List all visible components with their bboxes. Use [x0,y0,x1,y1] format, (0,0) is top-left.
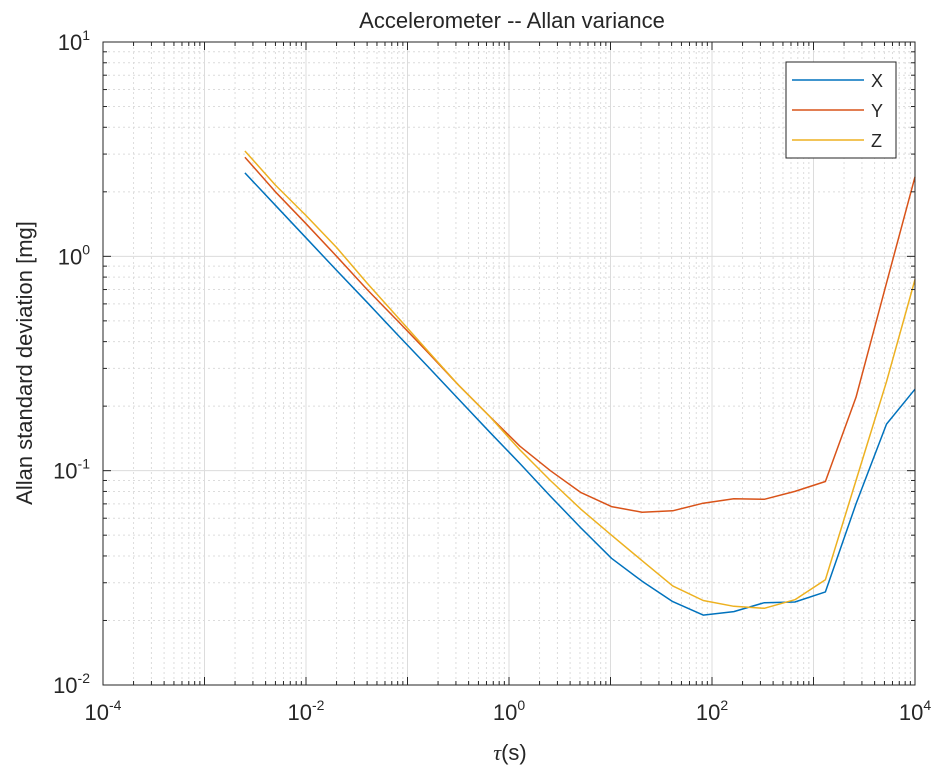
x-tick-label-base: 10 [288,700,312,725]
y-tick-label: 100 [58,241,90,269]
series-line-x [244,172,916,616]
x-tick-label-exponent: -4 [109,697,122,713]
x-tick-label: 102 [696,697,728,725]
y-tick-label: 10-1 [53,456,90,484]
legend: XYZ [785,61,897,159]
y-tick-label: 10-2 [53,670,90,698]
y-tick-label-base: 10 [53,459,77,484]
x-tick-label-exponent: -2 [312,697,325,713]
y-tick-label-base: 10 [58,30,82,55]
x-axis-label-unit: (s) [501,740,527,765]
x-tick-label-base: 10 [493,700,517,725]
x-axis-label: τ(s) [493,740,527,765]
series-line-z [244,150,916,610]
x-tick-label: 104 [899,697,931,725]
major-grid [103,42,915,685]
legend-label-x: X [871,71,883,91]
x-tick-label-base: 10 [85,700,109,725]
x-tick-label-base: 10 [696,700,720,725]
x-axis-ticks: 10-4 10-2 100 102 104 [85,42,931,725]
x-tick-label: 100 [493,697,525,725]
x-tick-label: 10-4 [85,697,122,725]
chart-title: Accelerometer -- Allan variance [359,8,665,33]
x-tick-label-base: 10 [899,700,923,725]
y-tick-label-exponent: 1 [82,27,90,43]
y-tick-label-exponent: 0 [82,241,90,257]
y-tick-label: 101 [58,27,90,55]
series-line-y [244,156,916,513]
x-axis-label-symbol: τ [493,740,502,765]
x-tick-label-exponent: 4 [923,697,931,713]
y-tick-label-base: 10 [58,244,82,269]
legend-label-z: Z [871,131,882,151]
y-tick-label-exponent: -2 [78,670,91,686]
y-axis-label: Allan standard deviation [mg] [12,221,37,505]
legend-label-y: Y [871,101,883,121]
x-tick-label-exponent: 2 [720,697,728,713]
x-tick-label: 10-2 [288,697,325,725]
y-tick-label-base: 10 [53,673,77,698]
y-tick-label-exponent: -1 [78,456,91,472]
x-tick-label-exponent: 0 [517,697,525,713]
series-layer [244,150,916,616]
